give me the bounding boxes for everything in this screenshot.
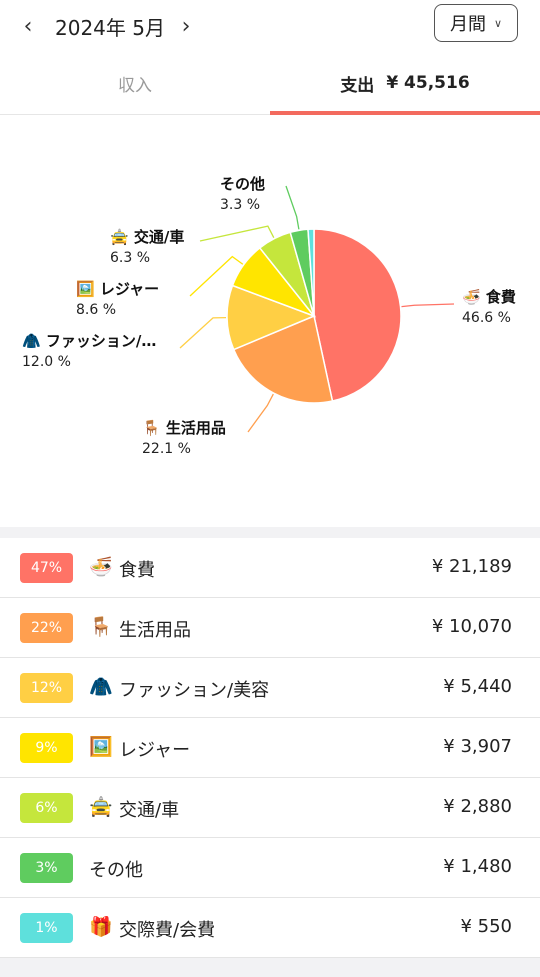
pie-label-percent: 8.6 % [76,302,116,318]
percent-badge: 47% [20,553,73,583]
category-amount: ¥ 10,070 [431,616,512,637]
category-icon: 🪑 [89,616,113,638]
pie-label-percent: 46.6 % [462,310,511,326]
bottom-spacer [0,962,540,977]
pie-leader-line [199,225,275,242]
pie-label-name: 🪑 生活用品 [142,419,226,437]
category-amount: ¥ 1,480 [443,856,512,877]
period-select[interactable]: 月間 ∨ [434,4,518,42]
pie-leader-line [285,185,300,230]
category-name: 食費 [119,560,155,581]
chevron-right-icon[interactable]: › [181,13,191,39]
tab-expense-amount: ¥ 45,516 [386,73,470,93]
expense-pie-chart: 🍜 食費 46.6 % 🪑 生活用品 22.1 % 🧥 ファッション/… 12.0 % 🖼️… [22,175,516,457]
percent-badge: 3% [20,853,73,883]
percent-badge: 1% [20,913,73,943]
pie-label-percent: 3.3 % [220,197,260,213]
category-amount: ¥ 5,440 [443,676,512,697]
pie-slice[interactable] [232,314,334,404]
tab-bar: 収入 支出 ¥ 45,516 [0,52,540,115]
category-icon: 🚖 [89,796,113,818]
pie-label-name: 🧥 ファッション/… [22,332,156,350]
category-row[interactable]: 22% 🪑 生活用品 ¥ 10,070 [0,598,540,658]
tab-active-indicator [270,111,540,115]
category-name: ファッション/美容 [119,680,270,701]
category-icon: 🍜 [89,556,113,578]
tab-expense[interactable]: 支出 ¥ 45,516 [270,52,540,114]
pie-leader-line [189,255,244,297]
month-label: 2024年 5月 [55,16,165,40]
percent-badge: 6% [20,793,73,823]
tab-expense-label: 支出 [340,75,375,96]
pie-label-name: その他 [220,175,265,193]
category-icon: 🎁 [89,916,113,938]
pie-slice[interactable] [226,284,317,351]
category-name: その他 [89,860,143,881]
category-amount: ¥ 21,189 [431,556,512,577]
pie-label-percent: 6.3 % [110,250,150,266]
percent-badge: 22% [20,613,73,643]
pie-slice[interactable] [307,228,315,317]
pie-label-percent: 22.1 % [142,441,191,457]
category-row[interactable]: 9% 🖼️ レジャー ¥ 3,907 [0,718,540,778]
category-icon: 🖼️ [89,736,113,758]
category-row[interactable]: 12% 🧥 ファッション/美容 ¥ 5,440 [0,658,540,718]
category-name: 生活用品 [119,620,191,641]
category-row[interactable]: 6% 🚖 交通/車 ¥ 2,880 [0,778,540,838]
category-icon: 🧥 [89,676,113,698]
category-name: 交通/車 [119,800,180,821]
summary-panel: ‹ 2024年 5月 › 月間 ∨ 収入 支出 ¥ 45,516 🍜 食費 46.… [0,0,540,527]
pie-label-name: 🚖 交通/車 [110,228,184,246]
percent-badge: 9% [20,733,73,763]
category-row[interactable]: 3% その他 ¥ 1,480 [0,838,540,898]
category-amount: ¥ 550 [460,916,512,937]
percent-badge: 12% [20,673,73,703]
chevron-down-icon: ∨ [493,16,503,30]
pie-slice[interactable] [313,228,402,402]
tab-income[interactable]: 収入 [0,52,270,114]
category-row[interactable]: 1% 🎁 交際費/会費 ¥ 550 [0,898,540,958]
category-name: レジャー [119,740,191,761]
pie-leader-line [247,393,274,433]
pie-label-percent: 12.0 % [22,354,71,370]
pie-label-name: 🍜 食費 [462,288,516,306]
category-name: 交際費/会費 [119,920,216,941]
chevron-left-icon[interactable]: ‹ [23,13,33,39]
pie-leader-line [401,303,455,308]
category-list: 47% 🍜 食費 ¥ 21,189 22% 🪑 生活用品 ¥ 10,070 12% 🧥 ファッション… [0,538,540,958]
month-header: ‹ 2024年 5月 › 月間 ∨ [0,0,540,52]
tab-income-label: 収入 [118,75,152,96]
category-amount: ¥ 3,907 [443,736,512,757]
category-amount: ¥ 2,880 [443,796,512,817]
pie-leader-line [179,317,227,349]
period-label: 月間 [449,14,486,35]
pie-label-name: 🖼️ レジャー [76,280,159,298]
category-row[interactable]: 47% 🍜 食費 ¥ 21,189 [0,538,540,598]
